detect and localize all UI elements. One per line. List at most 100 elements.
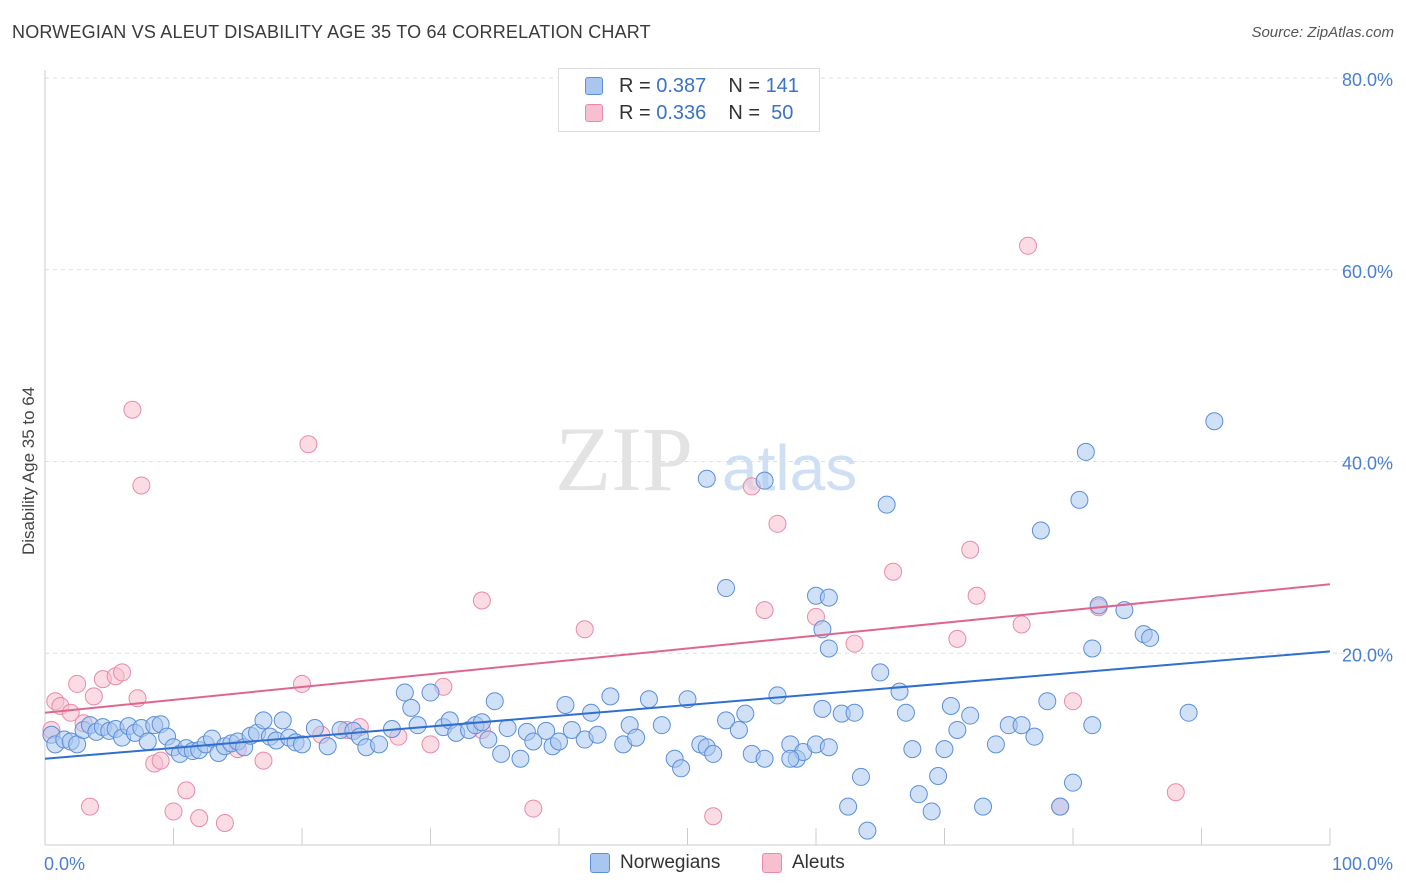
norwegian-point [717, 579, 736, 598]
norwegian-point [839, 797, 858, 816]
bottom-legend-norwegians-label: Norwegians [620, 852, 721, 873]
norwegian-point [556, 696, 575, 715]
aleut-point [84, 687, 103, 706]
norwegian-point [672, 759, 691, 778]
norwegian-point [941, 696, 960, 715]
aleut-point [164, 802, 183, 821]
norwegian-point [768, 686, 787, 705]
norwegian-point [704, 744, 723, 763]
legend-n-label: N = [728, 74, 760, 97]
aleut-point [421, 735, 440, 754]
norwegian-point [273, 711, 292, 730]
legend-n-value: 141 [765, 74, 799, 97]
aleut-point [190, 809, 209, 828]
x-tick-label: 100.0% [1332, 854, 1393, 874]
tick-labels: 20.0% 40.0% 60.0% 80.0% 0.0% 100.0% [44, 70, 1393, 874]
norwegian-point [293, 735, 311, 754]
norwegian-point [1083, 639, 1102, 658]
x-tick-label: 0.0% [44, 854, 85, 874]
norwegian-point [851, 767, 870, 786]
y-tick-label: 20.0% [1342, 645, 1393, 665]
norwegian-point [479, 730, 498, 749]
y-tick-label: 60.0% [1342, 262, 1393, 282]
norwegian-point [1038, 692, 1057, 711]
norwegian-point [813, 620, 832, 639]
norwegian-point [1051, 797, 1070, 816]
norwegian-point [1179, 703, 1198, 722]
aleuts-trendline [44, 583, 1331, 714]
bottom-legend-aleuts-label: Aleuts [792, 852, 845, 873]
norwegian-point [537, 721, 556, 740]
norwegian-point [819, 738, 838, 757]
aleut-point [768, 514, 787, 533]
norwegian-point [1031, 521, 1050, 540]
aleut-point [215, 813, 234, 832]
norwegian-point [697, 469, 716, 488]
norwegian-point [890, 682, 909, 701]
aleut-point [961, 540, 980, 559]
norwegian-point [909, 785, 928, 804]
aleut-point [151, 751, 170, 770]
aleut-point [845, 634, 864, 653]
aleuts-points [42, 236, 1185, 832]
gridlines [45, 77, 1392, 654]
norwegian-point [813, 699, 832, 718]
norwegian-point [961, 706, 980, 725]
norwegian-point [871, 663, 890, 682]
legend-row-norwegians: R = 0.387 N = 141 [585, 73, 799, 99]
norwegian-point [858, 821, 877, 840]
norwegian-point [498, 719, 517, 738]
aleut-point [755, 601, 774, 620]
norwegian-point [492, 744, 511, 763]
norwegian-point [896, 703, 915, 722]
norwegian-point [1141, 628, 1160, 647]
y-tick-label: 80.0% [1342, 70, 1393, 90]
aleut-point [1064, 692, 1082, 711]
norwegian-point [986, 735, 1005, 754]
bottom-legend-swatch-pink [762, 853, 782, 873]
norwegian-point [1089, 596, 1108, 615]
norwegian-point [819, 588, 838, 607]
bottom-legend: Norwegians Aleuts [0, 852, 1406, 878]
aleut-point [132, 476, 151, 495]
aleut-point [61, 703, 80, 722]
aleut-point [884, 562, 903, 581]
legend-n-label: N = [728, 101, 760, 124]
norwegian-point [1083, 716, 1102, 735]
legend-row-aleuts: R = 0.336 N = 50 [585, 100, 793, 126]
norwegian-point [929, 766, 948, 785]
norwegian-point [1205, 412, 1224, 431]
aleut-point [299, 435, 318, 454]
norwegian-point [845, 703, 864, 722]
norwegian-point [601, 687, 620, 706]
norwegian-point [402, 698, 421, 717]
aleut-point [1012, 615, 1031, 634]
norwegians-points [42, 412, 1224, 840]
norwegian-point [305, 719, 324, 738]
norwegian-point [254, 711, 273, 730]
norwegian-point [318, 737, 337, 756]
norwegian-point [395, 683, 414, 702]
watermark-atlas: atlas [722, 432, 857, 504]
norwegian-point [524, 732, 543, 751]
axes [44, 70, 1331, 846]
norwegian-point [877, 495, 896, 514]
legend-swatch-pink [585, 104, 603, 122]
legend-r-value: 0.336 [656, 101, 707, 124]
norwegian-point [1025, 727, 1044, 746]
norwegian-point [1012, 716, 1031, 735]
bottom-legend-norwegians: Norwegians [590, 852, 720, 874]
aleut-point [967, 586, 986, 605]
watermark: ZIP atlas [555, 408, 857, 510]
aleut-point [1019, 236, 1038, 255]
norwegian-point [562, 720, 581, 739]
aleut-point [1166, 783, 1185, 802]
legend: R = 0.387 N = 141 R = 0.336 N = 50 [558, 68, 820, 132]
norwegian-point [370, 735, 389, 754]
y-axis-label: Disability Age 35 to 64 [19, 387, 38, 555]
norwegian-point [511, 749, 530, 768]
aleut-point [80, 797, 99, 816]
norwegian-point [717, 711, 736, 730]
aleut-point [113, 663, 132, 682]
